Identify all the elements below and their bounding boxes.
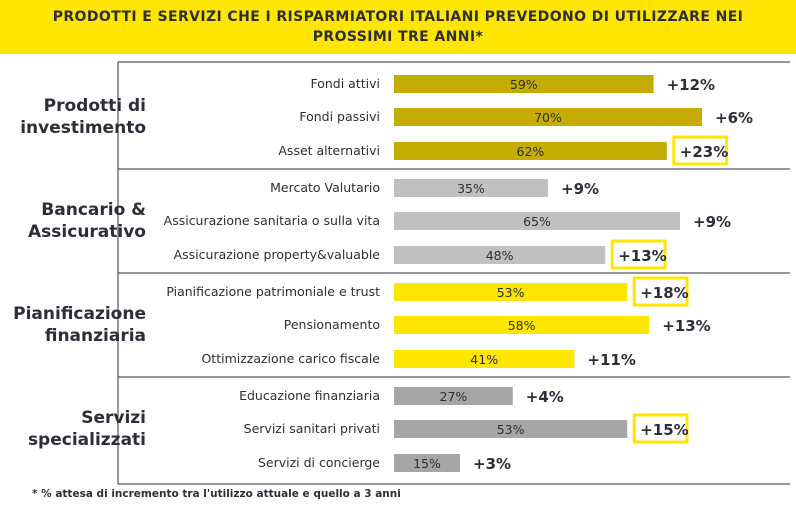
category-label: Asset alternativi	[278, 143, 380, 158]
bar-value-label: 53%	[497, 422, 525, 437]
bar	[394, 108, 702, 126]
delta-label: +9%	[693, 213, 731, 231]
delta-label: +23%	[680, 143, 728, 161]
bar-value-label: 27%	[440, 389, 468, 404]
bar	[394, 454, 460, 472]
delta-label: +13%	[662, 317, 710, 335]
delta-label: +9%	[561, 180, 599, 198]
bar-value-label: 48%	[486, 248, 514, 263]
group-label: Bancario &	[41, 200, 146, 220]
category-label: Assicurazione property&valuable	[174, 247, 381, 262]
category-label: Servizi sanitari privati	[244, 421, 380, 436]
category-label: Pianificazione patrimoniale e trust	[166, 284, 380, 299]
highlight-box	[632, 413, 689, 444]
delta-label: +4%	[526, 388, 564, 406]
group-label: investimento	[20, 118, 146, 138]
footnote: * % attesa di incremento tra l'utilizzo …	[32, 488, 401, 500]
bar	[394, 316, 650, 334]
delta-label: +12%	[667, 76, 715, 94]
bar-value-label: 70%	[534, 110, 562, 125]
group-label: finanziaria	[45, 326, 146, 346]
delta-label: +18%	[640, 284, 688, 302]
delta-label: +15%	[640, 421, 688, 439]
bar-value-label: 53%	[497, 285, 525, 300]
bar-value-label: 62%	[517, 144, 545, 159]
group-label: Prodotti di	[44, 96, 146, 116]
category-label: Pensionamento	[284, 317, 380, 332]
category-label: Assicurazione sanitaria o sulla vita	[164, 213, 380, 228]
bar	[394, 246, 606, 264]
delta-label: +3%	[473, 455, 511, 473]
bar	[394, 75, 654, 93]
chart-title: PRODOTTI E SERVIZI CHE I RISPARMIATORI I…	[52, 9, 744, 45]
category-label: Mercato Valutario	[270, 180, 380, 195]
bar	[394, 350, 575, 368]
delta-label: +6%	[715, 109, 753, 127]
bar-value-label: 59%	[510, 77, 538, 92]
category-label: Fondi passivi	[299, 109, 380, 124]
delta-label: +13%	[618, 247, 666, 265]
group-label: Servizi	[81, 408, 146, 428]
category-label: Servizi di concierge	[258, 455, 380, 470]
category-label: Ottimizzazione carico fiscale	[201, 351, 380, 366]
bar-value-label: 58%	[508, 318, 536, 333]
bar	[394, 142, 667, 160]
group-label: specializzati	[28, 430, 146, 450]
bar-value-label: 65%	[523, 214, 551, 229]
category-label: Fondi attivi	[310, 76, 380, 91]
bar-value-label: 35%	[457, 181, 485, 196]
bar-value-label: 41%	[470, 352, 498, 367]
category-label: Educazione finanziaria	[239, 388, 380, 403]
bar	[394, 283, 628, 301]
highlight-box	[672, 135, 729, 166]
bar	[394, 212, 680, 230]
group-label: Pianificazione	[13, 304, 146, 324]
bar-value-label: 15%	[413, 456, 441, 471]
highlight-box	[632, 276, 689, 307]
bar	[394, 387, 513, 405]
bar	[394, 420, 628, 438]
bar	[394, 179, 548, 197]
delta-label: +11%	[587, 351, 635, 369]
title-band: PRODOTTI E SERVIZI CHE I RISPARMIATORI I…	[0, 0, 796, 54]
highlight-box	[610, 239, 667, 270]
group-label: Assicurativo	[28, 222, 146, 242]
